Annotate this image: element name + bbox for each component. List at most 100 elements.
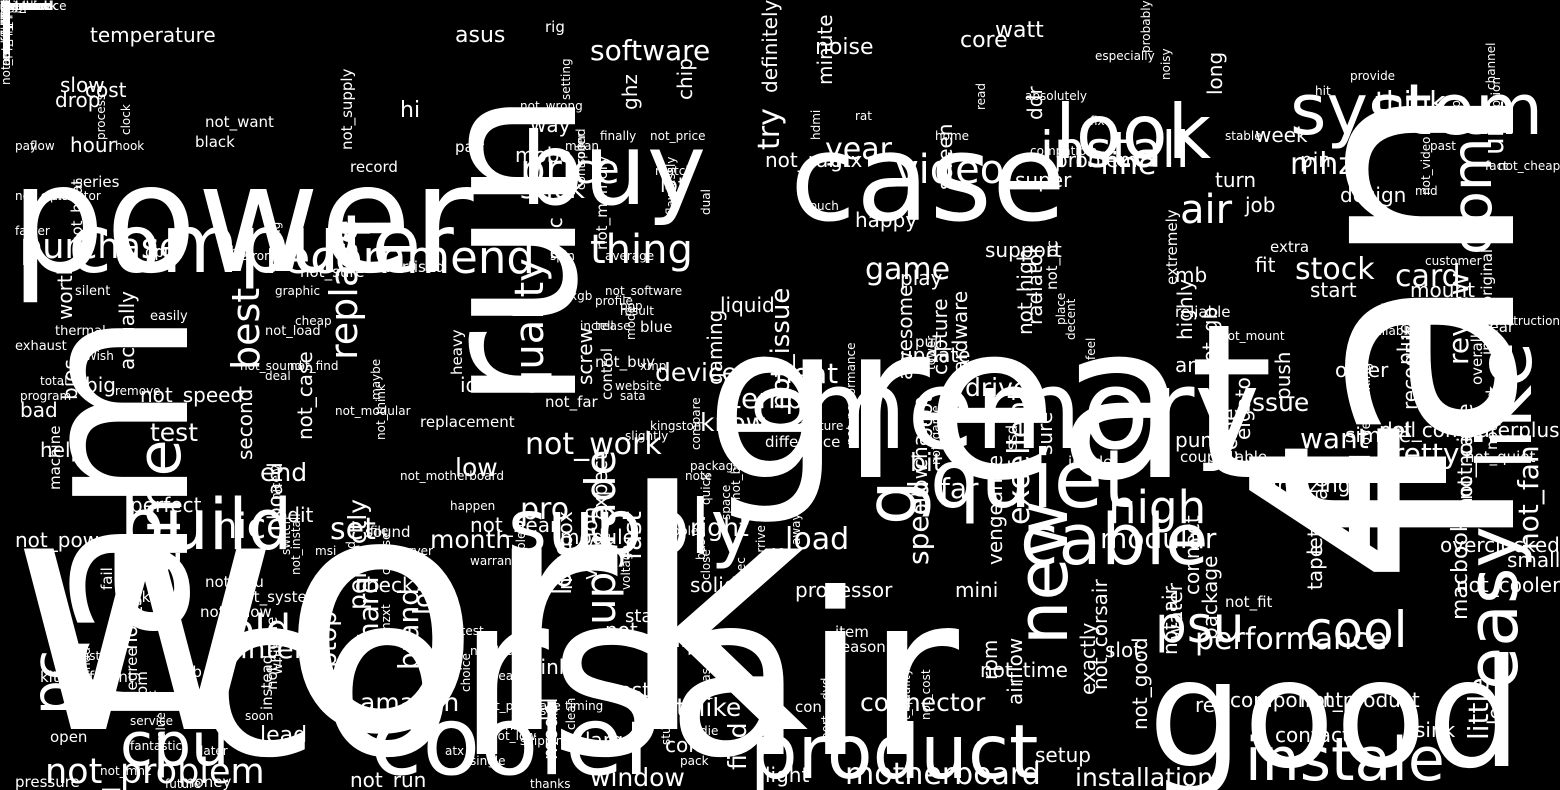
word-cloud-word: sink xyxy=(1415,718,1456,742)
word-cloud-word: server xyxy=(395,544,433,558)
word-cloud-word: return xyxy=(640,628,702,652)
word-cloud-word: kit xyxy=(40,668,59,686)
word-cloud-word: shipping xyxy=(520,734,571,748)
word-cloud-word: psu xyxy=(1155,596,1245,654)
word-cloud-word: not_card xyxy=(0,0,52,13)
word-cloud-word: software xyxy=(590,34,711,67)
word-cloud-word: start xyxy=(1310,278,1357,302)
word-cloud-word: add xyxy=(1308,462,1332,500)
word-cloud-word: solid xyxy=(690,573,737,597)
word-cloud-word: thing xyxy=(590,227,693,273)
word-cloud-word: packaging xyxy=(690,459,752,473)
word-cloud-word: probably xyxy=(1139,0,1153,53)
word-cloud-word: large xyxy=(585,728,636,752)
word-cloud-word: money xyxy=(180,773,232,790)
word-cloud-word: big xyxy=(85,373,116,397)
word-cloud-word: modular xyxy=(1100,522,1217,555)
word-cloud-word: best xyxy=(224,287,268,370)
word-cloud-word: not_want xyxy=(205,113,274,131)
word-cloud-word: year xyxy=(825,132,892,167)
word-cloud-word: blue xyxy=(640,318,673,336)
word-cloud-word: bad xyxy=(20,398,58,422)
word-cloud-word: awesome xyxy=(893,284,917,380)
word-cloud-word: flow xyxy=(30,139,55,153)
word-cloud-word: slightly xyxy=(625,429,669,443)
word-cloud-word: instruction xyxy=(1496,314,1560,328)
word-cloud-word: idle xyxy=(460,373,497,397)
word-cloud-word: customer xyxy=(1425,254,1482,268)
word-cloud-word: not_quality xyxy=(899,668,913,735)
word-cloud-word: job xyxy=(1245,193,1276,217)
word-cloud-word: order xyxy=(1335,358,1389,382)
word-cloud-word: single xyxy=(470,754,506,768)
word-cloud-word: not_motherboard xyxy=(400,469,504,483)
word-cloud-word: right xyxy=(690,513,749,542)
word-cloud-word: look xyxy=(1055,88,1212,176)
word-cloud-word: processor xyxy=(795,578,893,602)
word-cloud-word: atx xyxy=(445,744,465,758)
word-cloud-word: nice xyxy=(215,507,288,547)
word-cloud-word: contact xyxy=(1275,723,1350,747)
word-cloud-word: feel xyxy=(1084,337,1098,360)
word-cloud-word: sound xyxy=(365,523,411,541)
word-cloud-word: not_cool xyxy=(1305,498,1389,522)
word-cloud-word: white xyxy=(268,633,286,675)
word-cloud-word: not_sure xyxy=(0,0,52,13)
word-cloud-word: quieter xyxy=(0,0,43,13)
word-cloud-word: thermal xyxy=(55,324,106,339)
word-cloud-word: hp xyxy=(0,0,13,15)
word-cloud-word: feature xyxy=(800,419,844,433)
word-cloud-word: imac xyxy=(0,0,29,13)
word-cloud-word: switch xyxy=(279,516,293,555)
word-cloud-word: not_try xyxy=(1470,104,1513,118)
word-cloud-word: xmp xyxy=(640,359,667,373)
word-cloud-word: intel xyxy=(240,632,302,665)
word-cloud-word: process xyxy=(94,93,108,140)
word-cloud-word: hardware xyxy=(948,290,972,385)
word-cloud-word: pretty xyxy=(1375,437,1460,470)
word-cloud-word: cool xyxy=(1305,601,1408,659)
word-cloud-word: mhz xyxy=(1290,147,1354,182)
word-cloud-word: timing xyxy=(565,699,604,713)
word-cloud-word: reliable xyxy=(1175,303,1231,321)
word-cloud-word: open xyxy=(50,728,88,746)
word-cloud-word: extra xyxy=(1270,238,1310,256)
word-cloud-word: noisy xyxy=(1159,48,1173,80)
word-cloud-word: hear xyxy=(1480,318,1515,336)
word-cloud-word: future xyxy=(165,777,202,790)
word-cloud-word: not_find xyxy=(290,359,339,373)
word-cloud-word: hole xyxy=(0,0,26,13)
word-cloud-word: not_know xyxy=(200,603,272,621)
word-cloud-word: vhs xyxy=(425,679,446,693)
word-cloud-word: cheap xyxy=(295,314,332,328)
word-cloud-word: match xyxy=(655,164,693,178)
word-cloud-word: gig xyxy=(0,0,19,13)
word-cloud-word: month xyxy=(430,525,512,554)
word-cloud-word: set xyxy=(330,512,376,547)
word-cloud-word: not_mhz xyxy=(100,764,152,778)
word-cloud-word: not_think xyxy=(374,384,388,440)
word-cloud-word: slot xyxy=(1105,638,1142,662)
word-cloud-word: spin xyxy=(550,249,575,263)
word-cloud-word: not_load xyxy=(265,324,321,339)
word-cloud-word: simple xyxy=(1345,423,1412,447)
word-cloud-word: available xyxy=(1360,324,1415,338)
word-cloud-word: not_hear xyxy=(470,513,559,537)
word-cloud-word: screw xyxy=(573,327,597,385)
word-cloud-word: not_problem xyxy=(45,752,265,790)
word-cloud-word: nzxt xyxy=(379,604,393,630)
word-cloud-word: mobo xyxy=(515,143,572,167)
word-cloud-word: decide xyxy=(1218,408,1242,475)
word-cloud-word: ok xyxy=(0,0,15,13)
word-cloud-word: not_good xyxy=(1128,637,1152,730)
word-cloud-word: component xyxy=(1230,688,1344,712)
word-cloud-word: design xyxy=(1340,183,1407,207)
word-cloud-word: instale xyxy=(1245,725,1445,790)
word-cloud-word: heavy xyxy=(448,329,466,375)
word-cloud-word: sure xyxy=(1033,411,1057,455)
word-cloud-word: bit xyxy=(910,448,943,477)
word-cloud-word: end xyxy=(260,458,308,487)
word-cloud-word: overclocked xyxy=(1440,533,1560,557)
word-cloud-word: especially xyxy=(1095,49,1155,63)
word-cloud-word: pack xyxy=(680,754,709,768)
